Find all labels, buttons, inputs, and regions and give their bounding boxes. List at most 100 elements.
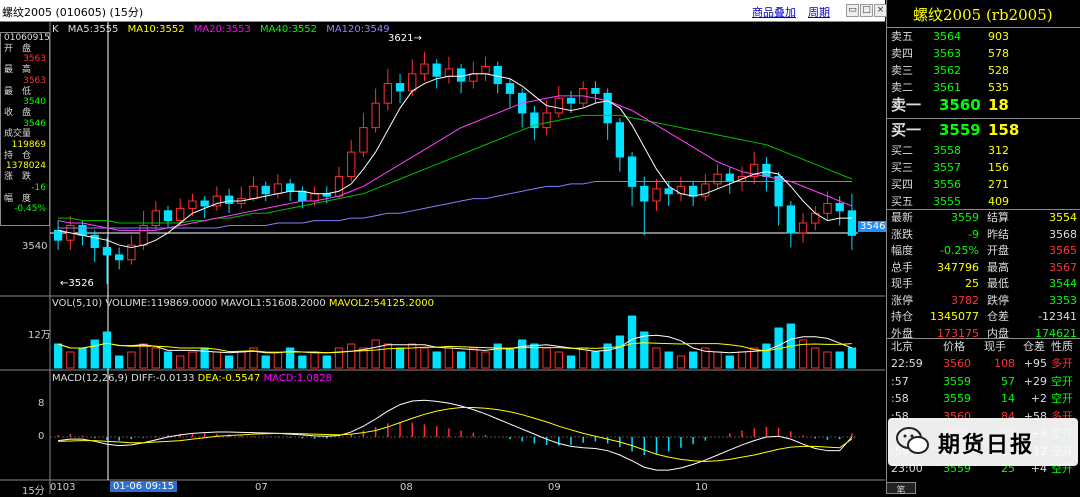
bid-volume: 409 [988,195,1009,208]
stat-row: 涨跌 -9 昨结 3568 [887,227,1080,243]
volume-bar [530,343,539,369]
tab-tick[interactable]: 笔 [886,482,916,496]
volume-bar [53,343,63,369]
high-annotation: 3621→ [388,33,422,44]
info-chg-value: -16 [31,182,46,193]
volume-bar [493,343,502,369]
volume-bar [102,331,112,369]
ma40-line [58,114,853,224]
volume-bar [847,347,857,369]
volume-bar [188,351,197,369]
volume-bar [371,339,380,369]
volume-bar [542,347,551,369]
volume-legend-mavol2: MAVOL2:54125.2000 [328,298,434,309]
ask-volume: 535 [988,81,1009,94]
tick-header-time: 北京 [891,340,913,353]
volume-bar [591,351,600,369]
stat-value: 347796 [937,260,979,274]
period-button[interactable]: 周期 [808,6,830,19]
xaxis-09: 09 [548,482,561,493]
volume-bar [725,355,734,369]
legend-ma20: MA20:3553 [193,24,251,35]
candle-body [163,210,173,222]
tick-oichange: +95 [1023,357,1047,370]
candle-body [688,185,698,197]
candle-body [554,97,563,114]
volume-bar [505,347,515,369]
volume-bar [688,351,698,369]
candle-body [127,244,136,261]
ask1-volume: 18 [988,96,1009,114]
tick-header-volume: 现手 [984,340,1006,353]
stat-value: 3544 [1049,277,1077,290]
maximize-icon[interactable]: □ [860,4,873,17]
window-title: 螺纹2005 (010605) (15分) [2,6,144,19]
xaxis-07: 07 [255,482,268,493]
tick-volume: 108 [994,357,1015,370]
info-open-value: 3563 [23,54,46,65]
ask-label: 卖二 [891,81,913,94]
volume-bar [823,351,832,369]
legend-ma120: MA120:3549 [326,24,390,35]
tick-price: 3559 [943,374,971,388]
info-high-value: 3563 [23,75,46,86]
divider [887,209,1080,210]
volume-bar [310,351,319,369]
tick-header-price: 价格 [943,340,965,353]
candle-body [542,112,551,129]
bid-volume: 156 [988,161,1009,174]
tick-header-oichange: 仓差 [1023,340,1045,353]
candle-body [591,87,600,94]
divider [887,118,1080,119]
volume-bar [139,343,148,369]
diff-line [58,399,853,471]
info-vol-value: 119869 [11,140,46,151]
macd-axis-0: 0 [38,431,45,442]
info-pct-value: -0.45% [14,204,46,215]
tick-type: 空开 [1051,392,1073,405]
stat-value: 25 [965,277,979,290]
ask-row: 卖四 3563 578 [887,46,1080,62]
ask-price: 3563 [933,47,961,60]
xaxis-0103: 0103 [50,482,76,493]
volume-bar [566,355,576,369]
stat-label: 持仓 [891,310,913,323]
tick-volume: 14 [1001,392,1015,405]
candle-body [90,234,99,249]
dea-line [58,406,853,462]
bid-row: 买三 3557 156 [887,160,1080,176]
bid-row: 买二 3558 312 [887,143,1080,159]
tick-header-type: 性质 [1051,340,1073,353]
tick-type: 空开 [1051,374,1073,388]
candle-body [212,195,222,207]
tick-header: 北京 价格 现手 仓差 性质 [887,339,1080,355]
info-oi-value: 1378024 [5,161,46,172]
bid-row: 买五 3555 409 [887,194,1080,210]
macd-legend-value: MACD:1.0828 [263,373,332,384]
overlay-button[interactable]: 商品叠加 [752,6,796,19]
quote-panel: 螺纹2005 (rb2005) 卖五 3564 903 卖四 3563 578 卖三 3562… [886,0,1080,494]
volume-bar [383,343,392,369]
candle-info-panel: 01060915 开 盘 3563 最 高 3563 最 低 3540 收 盘 … [0,32,50,226]
candle-body [383,83,392,104]
stat-row: 持仓 1345077 仓差 -12341 [887,309,1080,325]
kline-chart[interactable] [0,22,885,494]
volume-bar [395,347,405,369]
volume-bar [835,351,844,369]
candle-body [505,83,515,94]
candle-body [798,222,808,234]
xaxis-08: 08 [400,482,413,493]
legend-ma10: MA10:3552 [127,24,185,35]
restore-icon[interactable]: ▭ [846,4,859,17]
bid-price: 3558 [933,144,961,157]
info-oi-label: 持 仓 [4,150,32,161]
volume-bar [603,343,612,369]
bid-price: 3555 [933,195,961,208]
stat-value: 3559 [951,211,979,224]
volume-bar [432,351,441,369]
stat-value: 1345077 [930,310,979,323]
ask-price: 3564 [933,30,961,43]
info-low-value: 3540 [23,97,46,108]
stat-label: 最高 [987,260,1009,274]
candle-body [762,163,771,178]
